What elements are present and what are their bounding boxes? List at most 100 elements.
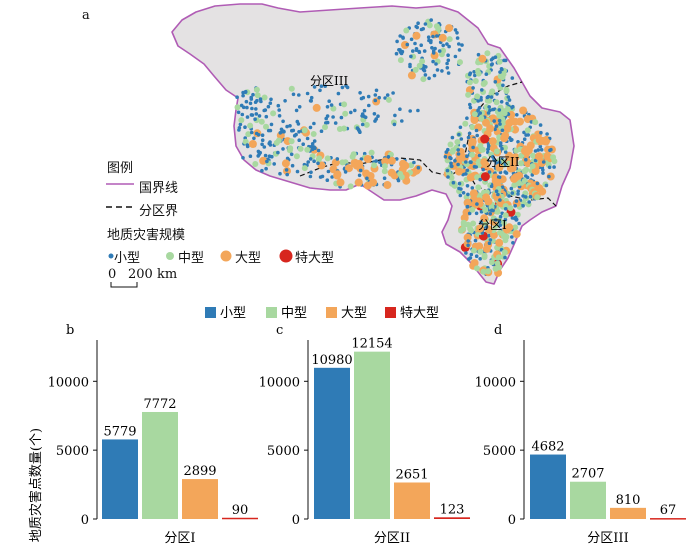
hazard-point	[345, 164, 353, 173]
hazard-point	[387, 156, 396, 165]
hazard-point	[316, 148, 321, 153]
hazard-point	[269, 122, 274, 127]
hazard-point	[342, 110, 349, 117]
hazard-point	[401, 36, 405, 40]
hazard-point	[405, 42, 410, 47]
hazard-point	[511, 153, 520, 162]
y-axis-label: 地质灾害点数量(个)	[28, 428, 44, 542]
hazard-point	[236, 110, 241, 115]
hazard-point	[324, 155, 331, 162]
region-shape	[171, 3, 575, 285]
hazard-point	[491, 173, 500, 182]
hazard-point	[464, 251, 468, 255]
hazard-point	[448, 174, 455, 181]
hazard-point	[499, 100, 504, 104]
hazard-point	[367, 103, 371, 108]
hazard-point	[532, 119, 539, 126]
hazard-point	[257, 114, 262, 118]
hazard-point	[250, 106, 254, 111]
hazard-point	[263, 108, 268, 112]
medium-dot-symbol	[166, 252, 174, 260]
hazard-point	[524, 146, 533, 154]
hazard-point	[512, 224, 519, 231]
hazard-point	[497, 220, 502, 224]
hazard-point	[482, 118, 490, 127]
hazard-point	[467, 225, 474, 232]
hazard-point	[297, 105, 302, 109]
hazard-point	[467, 131, 472, 136]
y-tick-label: 5000	[483, 444, 516, 459]
hazard-point	[395, 157, 399, 161]
hazard-point	[268, 128, 273, 133]
hazard-point	[441, 43, 446, 48]
hazard-point	[252, 136, 256, 141]
legend-size-large: 大型	[235, 251, 262, 266]
hazard-point	[407, 71, 416, 80]
hazard-point	[373, 98, 378, 103]
hazard-point	[552, 165, 556, 169]
hazard-point	[319, 84, 324, 88]
hazard-point	[269, 97, 273, 102]
bar-d-2	[570, 481, 606, 519]
hazard-point	[497, 118, 502, 123]
hazard-point	[449, 148, 456, 155]
hazard-point	[327, 99, 332, 103]
hazard-point	[486, 147, 490, 152]
hazard-point	[278, 171, 282, 176]
hazard-point	[493, 99, 500, 106]
hazard-point	[423, 22, 428, 26]
hazard-point	[527, 200, 531, 204]
hazard-point	[234, 104, 241, 111]
hazard-point	[488, 108, 492, 113]
hazard-point	[521, 194, 525, 198]
hazard-point	[393, 113, 397, 118]
hazard-point	[505, 223, 514, 232]
hazard-point	[510, 191, 515, 195]
hazard-point	[358, 91, 362, 95]
hazard-point	[470, 116, 479, 124]
hazard-point	[478, 54, 487, 63]
bar-b-3	[182, 479, 218, 519]
hazard-point	[516, 189, 520, 194]
hazard-point	[395, 39, 399, 44]
hazard-point	[467, 211, 472, 216]
hazard-point	[247, 122, 254, 129]
hazard-point	[456, 162, 460, 167]
hazard-point	[510, 138, 514, 142]
hazard-point	[503, 86, 510, 93]
hazard-point	[451, 180, 456, 185]
hazard-point	[267, 141, 272, 146]
hazard-point	[482, 207, 489, 213]
bar-value-label: 123	[440, 502, 465, 517]
hazard-point	[510, 76, 515, 80]
hazard-point	[507, 98, 512, 102]
hazard-point	[503, 255, 507, 260]
hazard-point	[440, 47, 447, 54]
hazard-point	[412, 31, 421, 40]
hazard-point	[387, 168, 396, 177]
scalebar	[110, 282, 138, 288]
hazard-point	[414, 47, 419, 51]
hazard-point	[350, 151, 357, 158]
hazard-point	[305, 136, 310, 141]
hazard-point	[507, 205, 514, 212]
hazard-point	[502, 203, 509, 209]
hazard-point	[484, 225, 489, 229]
hazard-point	[369, 178, 378, 187]
hazard-point	[459, 187, 463, 191]
hazard-point	[522, 130, 526, 135]
hazard-point	[377, 95, 382, 100]
hazard-point	[500, 220, 507, 227]
hazard-point	[487, 233, 491, 238]
hazard-point	[470, 259, 479, 267]
y-tick-label: 5000	[267, 444, 300, 459]
hazard-point	[421, 27, 426, 31]
hazard-point	[239, 103, 244, 108]
hazard-point	[546, 172, 555, 181]
hazard-point	[304, 146, 311, 153]
hazard-point	[484, 50, 491, 57]
hazard-point	[258, 97, 263, 101]
hazard-point	[502, 237, 509, 244]
hazard-point	[533, 158, 538, 163]
hazard-point	[539, 130, 543, 135]
